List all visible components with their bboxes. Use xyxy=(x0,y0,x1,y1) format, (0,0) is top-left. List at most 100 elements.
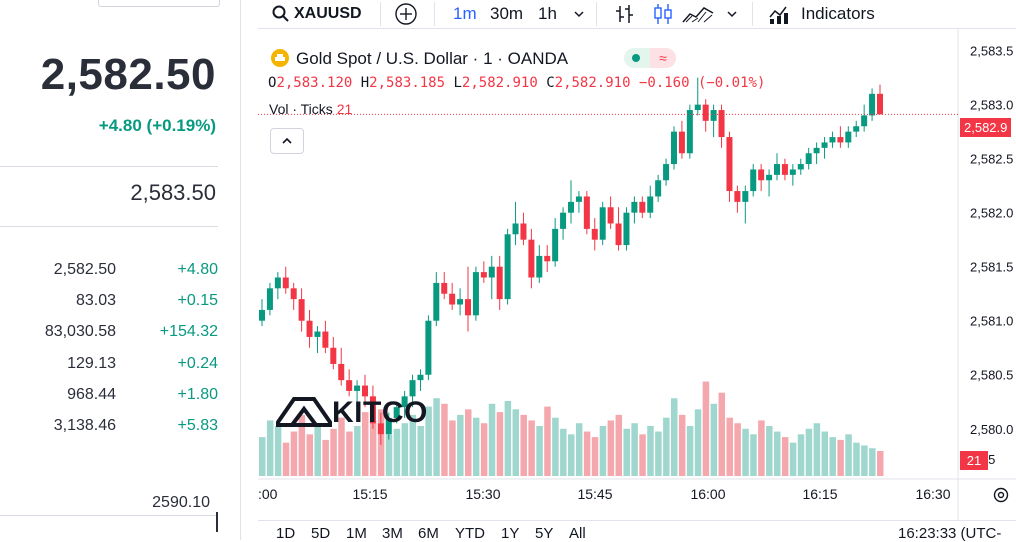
indicators-icon[interactable] xyxy=(768,3,792,25)
candle-body xyxy=(750,169,757,192)
candle-body xyxy=(861,115,868,127)
candle-body xyxy=(591,228,598,240)
range-ytd[interactable]: YTD xyxy=(455,525,485,542)
list-item: 2,582.50 +4.80 xyxy=(0,261,240,292)
interval-1m[interactable]: 1m xyxy=(453,4,477,23)
volume-bar xyxy=(354,426,361,476)
candle-body xyxy=(821,142,828,148)
market-status-pill[interactable]: ≈ xyxy=(624,48,676,68)
volume-bar xyxy=(385,434,393,476)
candle-body xyxy=(671,131,677,165)
settings-icon[interactable] xyxy=(992,486,1010,504)
volume-bar xyxy=(401,423,409,476)
candle-body xyxy=(710,110,717,121)
candle-body xyxy=(575,196,582,202)
volume-bar xyxy=(568,434,575,476)
volume-bar xyxy=(599,426,607,476)
volume-bar xyxy=(266,420,274,476)
candle-body xyxy=(694,104,701,111)
open-label: O xyxy=(268,75,277,91)
candle-body xyxy=(607,207,614,224)
candle-body xyxy=(845,131,852,143)
range-1d[interactable]: 1D xyxy=(276,525,296,542)
volume-bar xyxy=(655,431,662,476)
candle-body xyxy=(726,137,733,192)
candle-body xyxy=(663,164,670,181)
add-symbol-icon[interactable] xyxy=(394,2,418,26)
volume-bar xyxy=(544,406,551,476)
candle-body xyxy=(544,255,551,262)
interval-1h[interactable]: 1h xyxy=(538,4,557,23)
candle-body xyxy=(686,110,693,154)
candle-body xyxy=(678,131,685,154)
candle-body xyxy=(433,282,440,321)
row-change: +0.24 xyxy=(177,355,218,372)
volume-bar xyxy=(417,426,424,476)
volume-bar xyxy=(346,431,353,476)
range-5d[interactable]: 5D xyxy=(311,525,331,542)
volume-bar xyxy=(409,414,417,476)
candle-chart-icon[interactable] xyxy=(652,2,674,26)
candle-body xyxy=(552,228,559,262)
symbol-name[interactable]: XAUUSD xyxy=(294,5,362,22)
volume-bar xyxy=(726,417,733,476)
price-tick-label: 2,581.5 xyxy=(970,260,1013,275)
candle-body xyxy=(599,207,606,240)
price-tick-label: 2,582.0 xyxy=(970,206,1013,221)
volume-bar xyxy=(774,431,781,476)
kitco-watermark: KITCO xyxy=(332,396,428,429)
volume-bar xyxy=(520,414,527,476)
chart-toolbar: XAUUSD 1m 30m 1h Indicators xyxy=(258,0,1016,28)
range-3m[interactable]: 3M xyxy=(382,525,403,542)
indicators-button[interactable]: Indicators xyxy=(801,4,875,23)
list-item: 3,138.46 +5.83 xyxy=(0,417,240,448)
range-6m[interactable]: 6M xyxy=(418,525,439,542)
range-1y[interactable]: 1Y xyxy=(501,525,520,542)
chevron-down-icon[interactable] xyxy=(725,8,739,20)
volume-bar xyxy=(369,420,377,476)
candle-body xyxy=(401,396,408,408)
divider xyxy=(0,166,218,167)
volume-value: 21 xyxy=(336,101,353,117)
candle-body xyxy=(797,164,804,170)
price-chart[interactable]: 2,583.5 2,583.0 2,582.5 2,582.0 2,581.5 2,581… xyxy=(258,29,1016,520)
candle-body xyxy=(520,223,527,240)
clock[interactable]: 16:23:33 (UTC- xyxy=(898,525,1002,542)
price-change: +4.80 (+0.19%) xyxy=(98,116,216,135)
list-item: 83,030.58 +154.32 xyxy=(0,323,240,354)
time-tick-label: 15:45 xyxy=(577,486,612,502)
volume-bar xyxy=(441,403,448,476)
chart-title: Gold Spot / U.S. Dollar · 1 · OANDA xyxy=(296,49,569,68)
chart-pane[interactable] xyxy=(258,28,1016,541)
chevron-down-icon[interactable] xyxy=(572,8,586,20)
candle-body xyxy=(393,407,400,418)
area-chart-icon[interactable] xyxy=(682,4,714,24)
interval-30m[interactable]: 30m xyxy=(490,4,524,23)
divider xyxy=(0,226,218,227)
candle-body xyxy=(536,255,543,278)
candle-body xyxy=(322,331,329,348)
collapse-legend-button[interactable] xyxy=(270,128,304,154)
volume-bar xyxy=(861,445,868,476)
candle-body xyxy=(441,282,448,294)
volume-bar xyxy=(457,414,464,476)
range-5y[interactable]: 5Y xyxy=(535,525,554,542)
search-icon[interactable] xyxy=(272,5,290,23)
range-all[interactable]: All xyxy=(569,525,586,542)
candle-body xyxy=(290,288,297,300)
bottom-value: 2590.10 xyxy=(152,494,210,511)
candle-body xyxy=(774,164,780,175)
range-1m[interactable]: 1M xyxy=(346,525,367,542)
row-change: +154.32 xyxy=(159,323,218,340)
candle-body xyxy=(583,196,590,229)
row-change: +0.15 xyxy=(177,292,218,309)
candle-body xyxy=(480,272,487,278)
volume-bar xyxy=(766,426,773,476)
time-tick-label: 15:15 xyxy=(352,486,387,502)
volume-bar xyxy=(869,448,876,476)
range-bar: 1D 5D 1M 3M 6M YTD 1Y 5Y All 16:23:33 (U… xyxy=(258,520,1016,542)
bar-chart-icon[interactable] xyxy=(614,3,636,25)
candle-body xyxy=(813,147,820,154)
top-input-box[interactable] xyxy=(98,0,220,7)
volume-tag: 21 xyxy=(960,451,988,470)
